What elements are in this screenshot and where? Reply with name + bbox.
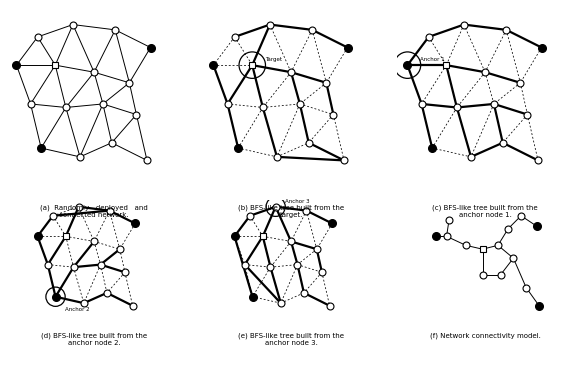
Text: Target: Target [265,57,282,62]
Text: (d) BFS-like tree built from the
anchor node 2.: (d) BFS-like tree built from the anchor … [41,333,147,346]
Text: (f) Network connectivity model.: (f) Network connectivity model. [430,333,540,339]
Text: (a)  Randomly   deployed   and
connected network.: (a) Randomly deployed and connected netw… [40,204,148,218]
Text: Anchor 1: Anchor 1 [420,57,445,62]
Text: Anchor 2: Anchor 2 [65,307,89,312]
Text: Anchor 3: Anchor 3 [285,199,309,204]
Text: (c) BFS-like tree built from the
anchor node 1.: (c) BFS-like tree built from the anchor … [432,204,538,218]
Text: (e) BFS-like tree built from the
anchor node 3.: (e) BFS-like tree built from the anchor … [238,333,344,346]
Text: (b) BFS-like tree built from the
target.: (b) BFS-like tree built from the target. [238,204,344,218]
